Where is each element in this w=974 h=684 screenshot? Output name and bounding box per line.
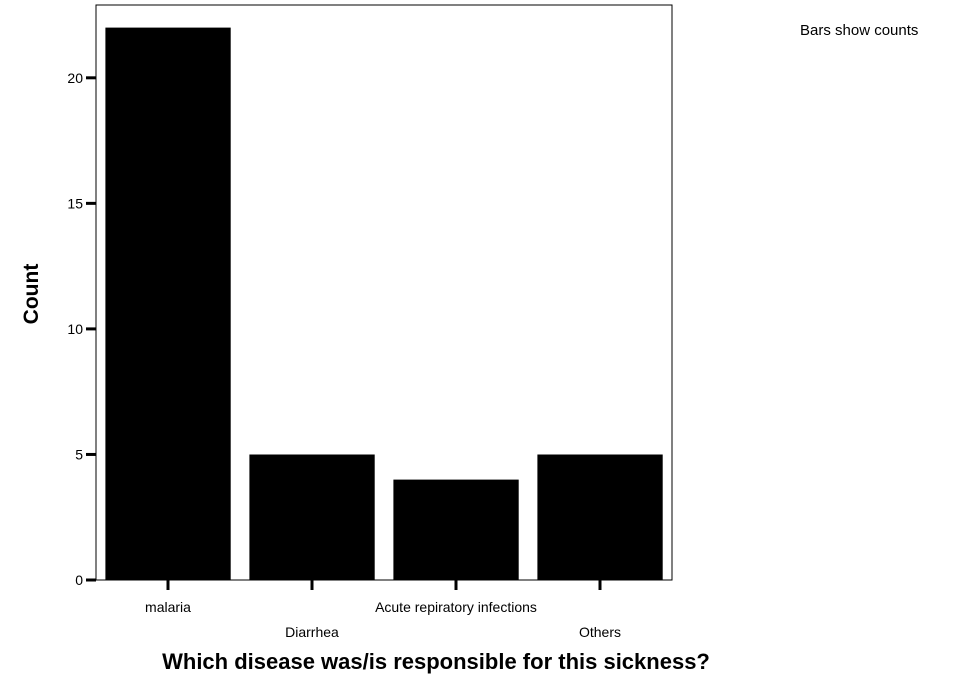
y-tick-label-1: 5 <box>75 446 83 462</box>
x-axis: malaria Diarrhea Acute repiratory infectio… <box>145 580 621 640</box>
y-tick-label-4: 20 <box>67 70 83 86</box>
x-tick-label-1: Diarrhea <box>285 624 339 640</box>
x-tick-label-2: Acute repiratory infections <box>375 599 537 615</box>
y-tick-label-3: 15 <box>67 195 83 211</box>
plot-area-frame <box>95 4 673 581</box>
x-axis-title: Which disease was/is responsible for thi… <box>162 649 710 674</box>
y-axis-title: Count <box>20 264 43 325</box>
bar-1 <box>249 454 375 580</box>
bar-0 <box>105 27 231 581</box>
y-axis: 0 5 10 15 20 <box>67 70 96 588</box>
chart-note: Bars show counts <box>800 22 918 39</box>
bars-group <box>105 27 663 581</box>
bar-2 <box>393 479 519 580</box>
x-tick-label-0: malaria <box>145 599 191 615</box>
y-tick-label-0: 0 <box>75 572 83 588</box>
x-tick-label-3: Others <box>579 624 621 640</box>
y-tick-label-2: 10 <box>67 321 83 337</box>
bar-3 <box>537 454 663 580</box>
